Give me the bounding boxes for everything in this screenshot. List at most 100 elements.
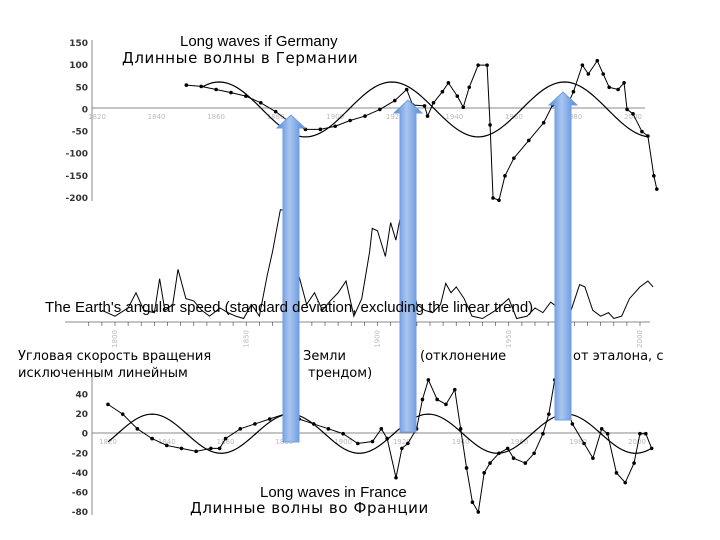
germany-y-tick-label: 50: [75, 83, 88, 93]
up-arrow-2: [392, 99, 424, 433]
germany-x-tick-label: 1920: [386, 113, 404, 121]
france-data-point: [400, 446, 404, 451]
germany-data-point: [467, 85, 472, 90]
up-arrow-3: [547, 91, 579, 421]
angular-speed-title-ru-6: трендом): [308, 366, 373, 381]
france-data-point: [150, 436, 154, 441]
germany-data-point: [616, 87, 620, 92]
germany-data-point: [586, 72, 591, 76]
france-data-point: [179, 446, 184, 451]
france-data-point: [405, 441, 410, 446]
france-data-point: [464, 466, 469, 470]
germany-data-point: [258, 100, 263, 105]
germany-data-point: [526, 138, 531, 143]
germany-x-tick-label: 1820: [88, 113, 106, 121]
germany-y-tick-label: -100: [65, 150, 88, 160]
germany-y-tick-label: -150: [65, 172, 88, 182]
chart-2: 1820184018601880190019201940196019802000…: [72, 372, 654, 518]
france-data-point: [482, 471, 486, 475]
germany-x-tick-label: 1860: [207, 113, 225, 121]
france-data-point: [326, 427, 331, 431]
france-x-tick-label: 1940: [452, 438, 470, 446]
france-data-point: [582, 441, 586, 446]
france-y-tick-label: -60: [72, 488, 88, 498]
germany-y-tick-label: -200: [65, 194, 88, 204]
germany-data-point: [607, 85, 611, 90]
germany-data-point: [333, 124, 338, 129]
france-data-point: [194, 449, 198, 454]
germany-data-point: [425, 114, 430, 118]
angular-speed-title-en: The Earth's angular speed (standard devi…: [45, 299, 534, 316]
germany-data-point: [378, 107, 382, 112]
france-data-point: [523, 461, 528, 465]
chart-1: 1800 1850 1900 1950 2000: [65, 209, 654, 348]
france-x-tick-label: 1900: [334, 438, 352, 446]
germany-data-point: [503, 174, 507, 178]
germany-data-point: [488, 123, 492, 127]
germany-data-point: [497, 198, 501, 203]
france-data-point: [458, 427, 463, 431]
france-data-point: [356, 441, 360, 446]
france-data-point: [599, 427, 604, 431]
germany-data-point: [348, 118, 352, 123]
france-data-point: [476, 510, 481, 514]
germany-y-tick-label: 0: [82, 105, 88, 115]
germany-data-point: [404, 87, 409, 92]
france-data-point: [164, 443, 169, 448]
germany-data-point: [512, 156, 516, 160]
angular-speed-title-ru-5: исключенным линейным: [18, 366, 188, 381]
france-data-point: [217, 446, 222, 451]
germany-data-point: [622, 81, 626, 85]
germany-data-point: [652, 174, 656, 178]
france-data-point: [541, 431, 545, 436]
france-data-point: [223, 436, 228, 441]
france-y-tick-label: 20: [75, 410, 88, 420]
germany-data-point: [446, 81, 451, 85]
france-data-point: [267, 417, 272, 421]
france-data-point: [209, 446, 213, 451]
germany-data-point: [318, 127, 323, 132]
france-data-point: [547, 412, 551, 416]
france-data-point: [505, 446, 510, 451]
france-y-tick-label: -80: [72, 508, 88, 518]
france-y-tick-label: -20: [72, 449, 88, 459]
angular-speed-x-tick-label: 2000: [636, 330, 644, 348]
france-data-point: [644, 431, 648, 436]
france-data-point: [614, 471, 619, 475]
germany-data-point: [273, 109, 278, 114]
france-data-point: [135, 427, 140, 431]
germany-x-tick-label: 1880: [267, 113, 285, 121]
france-title-en: Long waves in France: [260, 484, 407, 501]
germany-data-point: [601, 72, 606, 76]
germany-data-point: [392, 98, 397, 103]
france-title-ru: Длинные волны во Франции: [190, 499, 429, 517]
germany-series-observed: [186, 59, 658, 201]
germany-data-point: [184, 83, 189, 87]
angular-speed-x-tick-label: 1900: [374, 330, 382, 348]
france-x-tick-label: 2000: [628, 438, 646, 446]
germany-series-sine-fit: [200, 81, 648, 138]
france-data-point: [106, 402, 110, 407]
france-data-point: [426, 378, 431, 382]
france-y-tick-label: 40: [75, 391, 88, 401]
germany-data-point: [571, 89, 576, 94]
germany-data-point: [431, 100, 436, 105]
germany-data-point: [655, 187, 659, 191]
germany-data-point: [229, 90, 233, 95]
germany-data-point: [491, 196, 495, 200]
germany-data-point: [580, 63, 585, 67]
france-data-point: [632, 461, 636, 465]
france-data-point: [570, 422, 575, 426]
france-x-tick-label: 1960: [511, 438, 529, 446]
germany-data-point: [440, 89, 445, 94]
france-data-point: [605, 431, 610, 436]
germany-data-point: [214, 87, 218, 92]
germany-title-en: Long waves if Germany: [180, 33, 338, 50]
germany-y-tick-label: 100: [69, 61, 88, 71]
france-x-tick-label: 1920: [393, 438, 411, 446]
up-arrow-1: [275, 114, 307, 443]
germany-x-tick-label: 1940: [445, 113, 463, 121]
france-data-point: [253, 422, 257, 426]
